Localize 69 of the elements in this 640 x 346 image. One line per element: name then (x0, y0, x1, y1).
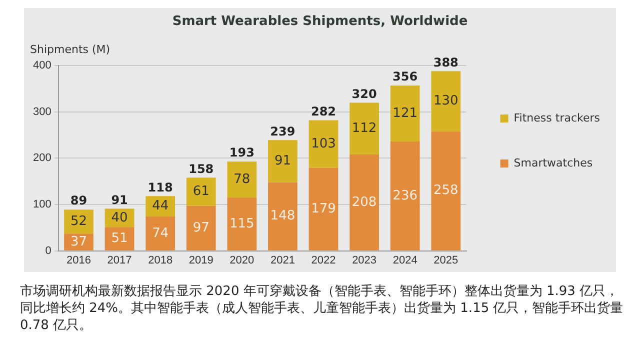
bar (64, 210, 94, 234)
data-label: 52 (70, 214, 88, 230)
bar (390, 86, 420, 142)
text: 市场调研机构最新数据报告显示 2020 年可穿戴设备（智能手表、智能手环）整体出货量为 1.93 亿只，同比增长约 24%。其中智能手表（成人智能手表、儿童智能手表）出货量为 1.15 亿只，智能手环出货量 0.78 亿只。 (20, 283, 624, 334)
data-label: 112 (352, 120, 377, 136)
y-tick-label: 300 (32, 106, 52, 118)
x-tick-label: 2024 (392, 254, 418, 266)
bar (268, 140, 298, 182)
y-tick-label: 100 (32, 198, 52, 211)
total-label: 158 (188, 162, 214, 176)
x-tick-label: 2023 (352, 254, 377, 266)
x-tick-label: 2020 (230, 254, 254, 266)
total-label: 89 (70, 194, 88, 208)
x-tick-label: 2021 (270, 254, 295, 266)
bar (146, 196, 176, 217)
bar (268, 182, 298, 250)
total-label: 193 (229, 146, 254, 160)
data-label: 115 (230, 216, 254, 232)
total-label: 356 (392, 70, 418, 84)
y-tick-label: 400 (32, 60, 52, 72)
bar (227, 161, 257, 198)
data-label: 236 (392, 188, 418, 204)
bar (350, 102, 379, 154)
bar (186, 178, 216, 206)
x-tick-label: 2022 (311, 254, 336, 266)
bar (308, 168, 338, 250)
x-tick-label: 2019 (188, 254, 214, 266)
bar (431, 71, 461, 132)
total-label: 282 (310, 104, 336, 118)
data-label: 208 (352, 194, 377, 210)
y-tick-label: 0 (45, 244, 52, 257)
x-tick-label: 2017 (107, 254, 132, 266)
bar (64, 234, 94, 250)
bar (146, 216, 176, 250)
legend-label: Smartwatches (514, 156, 593, 170)
y-tick-label: 200 (32, 152, 52, 164)
legend-label: Fitness trackers (514, 111, 600, 124)
data-label: 258 (433, 183, 458, 198)
x-tick-label: 2025 (434, 254, 458, 266)
total-label: 118 (148, 180, 173, 194)
data-label: 121 (392, 106, 418, 121)
data-label: 74 (152, 226, 169, 241)
data-label: 44 (152, 198, 169, 214)
bar (390, 142, 420, 250)
total-label: 320 (352, 86, 377, 101)
data-label: 148 (270, 208, 296, 224)
bar (350, 154, 379, 250)
total-label: 91 (111, 192, 128, 207)
bar (431, 131, 461, 250)
x-tick-label: 2018 (148, 254, 173, 266)
data-label: 40 (111, 210, 128, 226)
data-label: 78 (234, 172, 250, 187)
bar (104, 227, 134, 250)
data-label: 51 (111, 231, 128, 246)
y-axis-title: Shipments (M) (30, 42, 110, 56)
data-label: 103 (311, 136, 336, 152)
x-tick-label: 2016 (66, 254, 91, 266)
data-label: 37 (70, 234, 88, 250)
data-label: 91 (274, 154, 291, 169)
total-label: 388 (433, 55, 458, 70)
data-label: 61 (192, 184, 210, 200)
data-label: 130 (433, 94, 458, 109)
bar (227, 198, 257, 250)
bar (308, 120, 338, 168)
bar (186, 206, 216, 250)
chart-title: Smart Wearables Shipments, Worldwide (172, 14, 468, 30)
data-label: 179 (311, 201, 336, 216)
total-label: 239 (270, 124, 296, 138)
data-label: 97 (192, 220, 210, 236)
